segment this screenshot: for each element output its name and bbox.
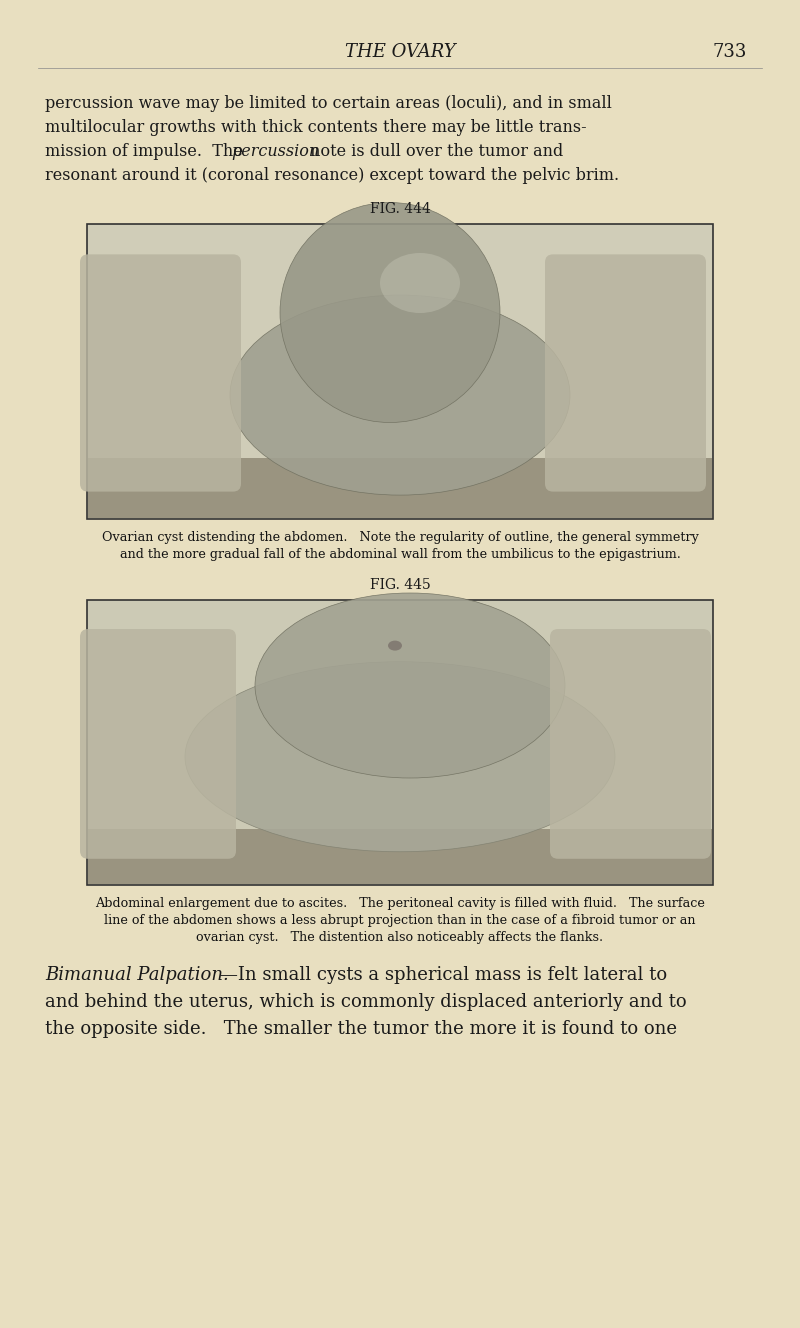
Text: and behind the uterus, which is commonly displaced anteriorly and to: and behind the uterus, which is commonly… [45,993,686,1011]
Ellipse shape [280,202,500,422]
Text: resonant around it (coronal resonance) except toward the pelvic brim.: resonant around it (coronal resonance) e… [45,167,619,185]
Bar [88,458,712,518]
Text: Ovarian cyst distending the abdomen.   Note the regularity of outline, the gener: Ovarian cyst distending the abdomen. Not… [102,531,698,544]
Ellipse shape [230,295,570,495]
FancyBboxPatch shape [80,255,241,491]
Text: THE OVARY: THE OVARY [345,42,455,61]
Ellipse shape [388,640,402,651]
FancyBboxPatch shape [550,629,711,859]
Bar [87,224,713,519]
Text: 733: 733 [713,42,747,61]
Ellipse shape [255,594,565,778]
Text: FIG. 445: FIG. 445 [370,578,430,592]
Text: percussion: percussion [231,143,319,159]
Ellipse shape [380,254,460,313]
Bar [88,224,712,518]
Text: Abdominal enlargement due to ascites.   The peritoneal cavity is filled with flu: Abdominal enlargement due to ascites. Th… [95,896,705,910]
Text: —In small cysts a spherical mass is felt lateral to: —In small cysts a spherical mass is felt… [220,965,667,984]
Text: Bimanual Palpation.: Bimanual Palpation. [45,965,229,984]
Bar [88,602,712,884]
Text: mission of impulse.  The: mission of impulse. The [45,143,248,159]
Text: percussion wave may be limited to certain areas (loculi), and in small: percussion wave may be limited to certai… [45,96,612,112]
FancyBboxPatch shape [80,629,236,859]
Text: line of the abdomen shows a less abrupt projection than in the case of a fibroid: line of the abdomen shows a less abrupt … [104,914,696,927]
Text: the opposite side.   The smaller the tumor the more it is found to one: the opposite side. The smaller the tumor… [45,1020,677,1038]
Text: FIG. 444: FIG. 444 [370,202,430,216]
Text: ovarian cyst.   The distention also noticeably affects the flanks.: ovarian cyst. The distention also notice… [197,931,603,944]
FancyBboxPatch shape [545,255,706,491]
Text: multilocular growths with thick contents there may be little trans-: multilocular growths with thick contents… [45,120,586,135]
Text: note is dull over the tumor and: note is dull over the tumor and [305,143,563,159]
Ellipse shape [185,661,615,851]
Bar [87,600,713,884]
Text: and the more gradual fall of the abdominal wall from the umbilicus to the epigas: and the more gradual fall of the abdomin… [119,548,681,560]
Bar [88,829,712,884]
